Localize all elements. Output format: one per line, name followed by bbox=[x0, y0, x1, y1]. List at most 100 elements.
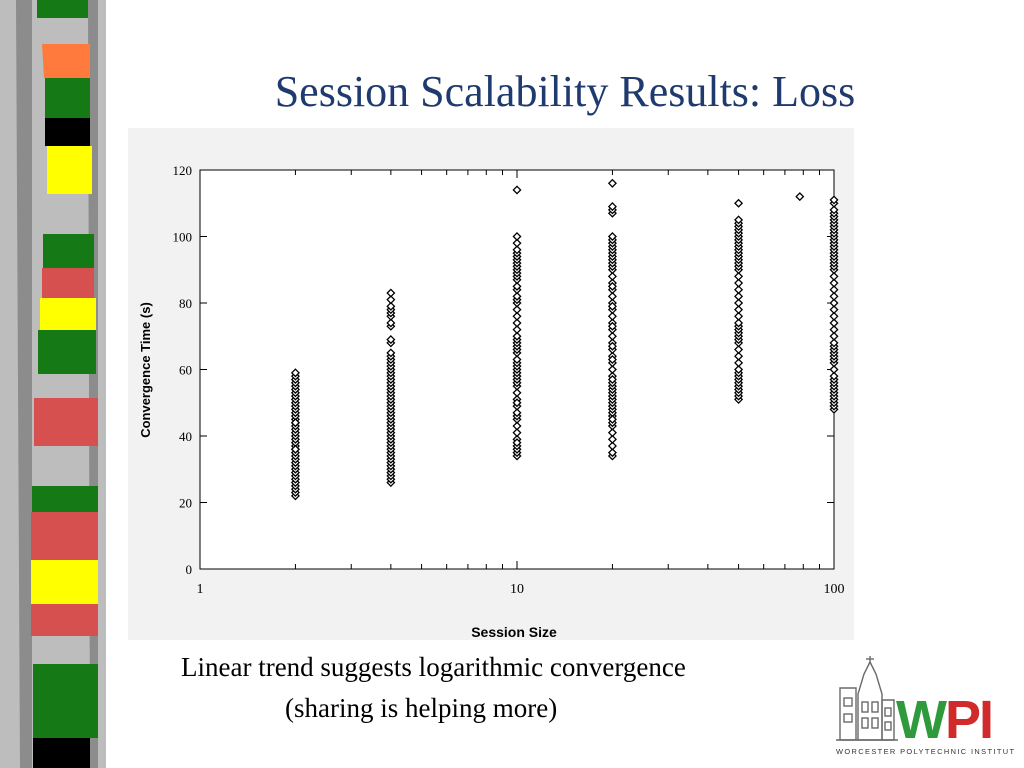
data-point bbox=[607, 271, 617, 281]
data-point bbox=[734, 198, 744, 208]
data-point bbox=[290, 444, 300, 454]
data-point bbox=[607, 414, 617, 424]
data-point bbox=[512, 238, 522, 248]
wpi-wordmark: WPI bbox=[896, 690, 992, 750]
data-point bbox=[734, 285, 744, 295]
x-tick-label: 1 bbox=[197, 582, 204, 597]
data-point bbox=[795, 192, 805, 202]
data-point bbox=[829, 278, 839, 288]
data-point bbox=[512, 231, 522, 242]
slide-title: Session Scalability Results: Loss bbox=[274, 67, 856, 116]
data-point bbox=[734, 364, 744, 375]
data-point bbox=[607, 331, 617, 341]
data-point bbox=[607, 434, 617, 444]
data-point bbox=[386, 288, 396, 298]
data-point bbox=[607, 291, 617, 301]
y-tick-label: 100 bbox=[173, 230, 193, 245]
data-point bbox=[829, 318, 839, 328]
data-point bbox=[607, 374, 617, 384]
data-point bbox=[607, 301, 617, 311]
data-point bbox=[734, 318, 744, 328]
data-point bbox=[734, 311, 744, 321]
y-axis-label: Convergence Time (s) bbox=[138, 302, 153, 438]
data-point bbox=[607, 281, 617, 291]
y-tick-label: 40 bbox=[179, 429, 192, 444]
data-point bbox=[512, 318, 522, 328]
data-point bbox=[607, 341, 617, 351]
data-point bbox=[734, 291, 744, 301]
data-point bbox=[829, 371, 839, 381]
y-tick-label: 60 bbox=[179, 363, 192, 378]
caption-line-2: (sharing is helping more) bbox=[285, 693, 558, 723]
data-point bbox=[386, 295, 396, 305]
data-point bbox=[607, 355, 617, 365]
y-tick-label: 120 bbox=[173, 163, 193, 178]
data-point bbox=[734, 345, 744, 355]
data-point bbox=[734, 305, 744, 315]
data-point bbox=[512, 325, 522, 335]
data-point bbox=[386, 301, 396, 311]
data-point bbox=[512, 311, 522, 321]
data-point bbox=[607, 231, 617, 242]
x-axis-label: Session Size bbox=[471, 624, 557, 640]
data-point bbox=[829, 205, 839, 215]
data-point bbox=[734, 298, 744, 308]
wpi-tagline: WORCESTER POLYTECHNIC INSTITUTE bbox=[836, 747, 1014, 756]
data-point bbox=[829, 331, 839, 341]
data-point bbox=[607, 428, 617, 438]
data-point bbox=[829, 305, 839, 315]
data-point bbox=[607, 364, 617, 375]
y-tick-label: 0 bbox=[186, 562, 193, 577]
x-tick-label: 10 bbox=[510, 582, 524, 597]
data-point bbox=[290, 368, 300, 378]
x-axis-ticks: 1 10 100 bbox=[197, 170, 845, 597]
data-point bbox=[829, 325, 839, 335]
y-tick-label: 20 bbox=[179, 496, 192, 511]
data-point bbox=[829, 364, 839, 375]
data-point bbox=[512, 291, 522, 301]
data-point bbox=[829, 271, 839, 281]
data-point bbox=[607, 441, 617, 451]
data-point bbox=[512, 398, 522, 408]
data-point bbox=[607, 448, 617, 458]
chart-panel: 1 10 100 0 20 40 60 80 100 120 Session Size Conv… bbox=[128, 128, 854, 640]
data-point bbox=[829, 195, 839, 205]
data-point bbox=[607, 202, 617, 212]
data-point bbox=[829, 285, 839, 295]
data-point bbox=[734, 278, 744, 288]
data-point bbox=[512, 408, 522, 418]
data-points bbox=[290, 178, 839, 501]
data-point bbox=[290, 418, 300, 428]
caption-line-1: Linear trend suggests logarithmic conver… bbox=[181, 652, 686, 682]
data-point bbox=[512, 331, 522, 341]
data-point bbox=[386, 348, 396, 358]
data-point bbox=[829, 291, 839, 301]
data-point bbox=[386, 335, 396, 345]
y-axis-ticks: 0 20 40 60 80 100 120 bbox=[173, 163, 834, 577]
data-point bbox=[734, 215, 744, 225]
data-point bbox=[734, 351, 744, 361]
data-point bbox=[386, 318, 396, 328]
data-point bbox=[512, 305, 522, 315]
data-point bbox=[829, 338, 839, 348]
wpi-logo: WPI WORCESTER POLYTECHNIC INSTITUTE bbox=[836, 656, 1014, 756]
data-point bbox=[512, 388, 522, 398]
building-icon bbox=[836, 656, 898, 741]
data-point bbox=[512, 438, 522, 448]
data-point bbox=[512, 355, 522, 365]
y-tick-label: 80 bbox=[179, 296, 192, 311]
scatter-chart: 1 10 100 0 20 40 60 80 100 120 Session Size Conv… bbox=[138, 163, 845, 640]
data-point bbox=[734, 358, 744, 368]
data-point bbox=[829, 298, 839, 308]
data-point bbox=[607, 321, 617, 331]
data-point bbox=[607, 178, 617, 188]
data-point bbox=[512, 421, 522, 431]
data-point bbox=[829, 311, 839, 321]
data-point bbox=[512, 281, 522, 291]
data-point bbox=[512, 245, 522, 255]
data-point bbox=[512, 185, 522, 195]
data-point bbox=[512, 428, 522, 438]
data-point bbox=[607, 311, 617, 321]
data-point bbox=[734, 271, 744, 281]
